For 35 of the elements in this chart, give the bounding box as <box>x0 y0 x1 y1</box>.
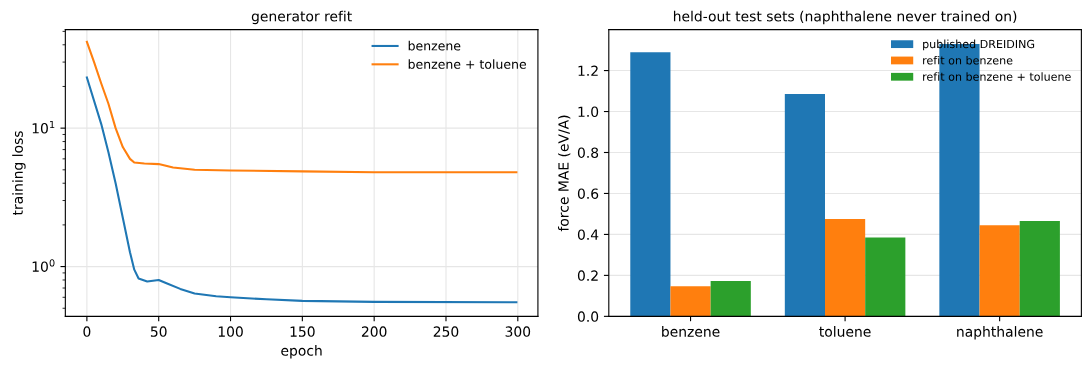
x-tick-label: 200 <box>361 326 387 337</box>
bar <box>710 281 751 317</box>
y-tick-label: 0.2 <box>577 270 598 281</box>
y-tick-label: 0.4 <box>577 229 599 240</box>
y-axis-title: training loss <box>12 131 26 216</box>
x-tick-label: 150 <box>290 326 315 337</box>
y-tick-label: 10$^{0}$ <box>32 259 55 272</box>
bar <box>630 52 671 317</box>
y-tick-label: 10$^{1}$ <box>32 120 55 134</box>
x-tick-label: 50 <box>150 326 167 337</box>
chart-title: generator refit <box>251 10 352 25</box>
line-series <box>85 76 518 304</box>
legend-label: benzene <box>408 40 461 51</box>
x-tick-label: 0 <box>83 326 91 337</box>
x-tick-label: 250 <box>433 326 459 337</box>
bar <box>784 94 825 317</box>
x-axis-title: epoch <box>281 345 322 359</box>
x-tick-label: toluene <box>819 326 871 337</box>
legend-label: benzene + toluene <box>408 59 526 69</box>
bar <box>825 219 866 317</box>
y-tick-label: 0.8 <box>577 147 599 158</box>
x-tick-label: 300 <box>505 326 531 337</box>
y-tick-label: 1.0 <box>578 106 599 117</box>
bar <box>670 286 711 317</box>
chart-title: held-out test sets (naphthalene never trained on) <box>673 10 1017 25</box>
bar <box>1019 221 1060 317</box>
y-axis-title: force MAE (eV/A) <box>557 115 571 232</box>
y-tick-label: 0.0 <box>577 311 599 322</box>
x-tick-label: 100 <box>218 326 243 337</box>
bar <box>979 225 1020 317</box>
x-tick-label: benzene <box>662 326 720 337</box>
bar <box>865 237 906 317</box>
y-tick-label: 0.6 <box>577 188 599 199</box>
x-tick-label: naphthalene <box>957 326 1043 340</box>
y-tick-label: 1.2 <box>578 65 598 76</box>
